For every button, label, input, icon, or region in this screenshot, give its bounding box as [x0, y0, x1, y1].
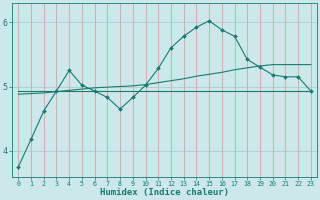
X-axis label: Humidex (Indice chaleur): Humidex (Indice chaleur): [100, 188, 229, 197]
